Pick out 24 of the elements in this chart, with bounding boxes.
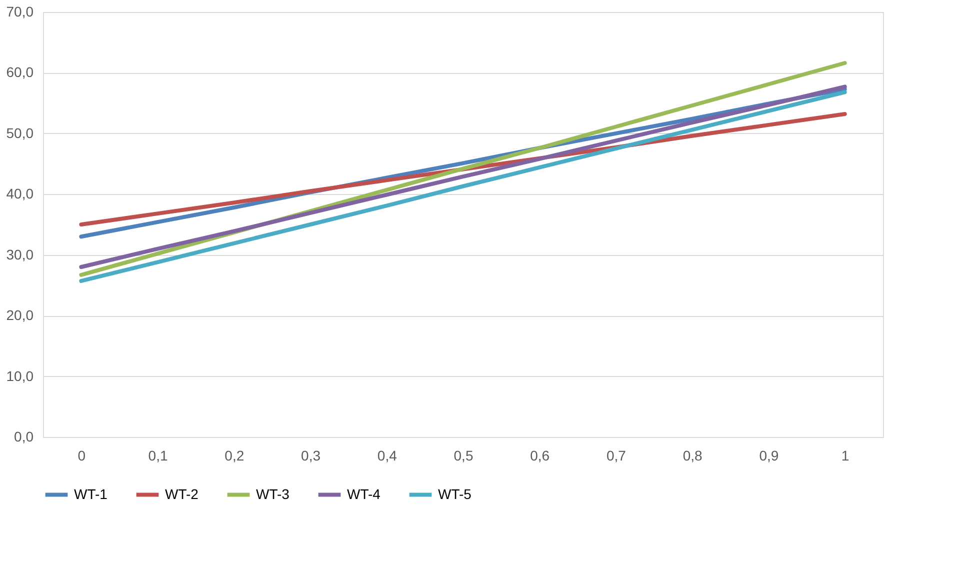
x-tick-label: 0,4 (377, 448, 398, 464)
y-tick-label: 10,0 (6, 368, 34, 384)
x-tick-label: 0,8 (682, 448, 703, 464)
y-tick-label: 20,0 (6, 307, 34, 324)
legend-label: WT-1 (74, 486, 108, 502)
x-tick-label: 0,7 (606, 448, 626, 464)
y-tick-label: 50,0 (6, 124, 34, 141)
legend-label: WT-4 (347, 486, 381, 502)
x-tick-label: 1 (841, 448, 850, 464)
y-tick-label: 70,0 (6, 4, 34, 20)
x-tick-label: 0,9 (759, 448, 779, 464)
x-tick-label: 0,3 (301, 448, 321, 464)
legend-label: WT-3 (256, 486, 290, 502)
x-tick-label: 0,2 (224, 448, 244, 464)
x-tick-label: 0 (78, 448, 86, 464)
x-tick-label: 0,6 (530, 448, 550, 464)
y-tick-label: 0,0 (14, 428, 34, 444)
x-tick-label: 0,5 (454, 448, 474, 464)
legend-label: WT-5 (438, 486, 472, 502)
y-tick-label: 30,0 (6, 246, 34, 262)
legend-label: WT-2 (165, 486, 199, 502)
y-tick-label: 40,0 (6, 186, 34, 202)
y-tick-label: 60,0 (6, 64, 34, 80)
x-tick-label: 0,1 (148, 448, 168, 464)
